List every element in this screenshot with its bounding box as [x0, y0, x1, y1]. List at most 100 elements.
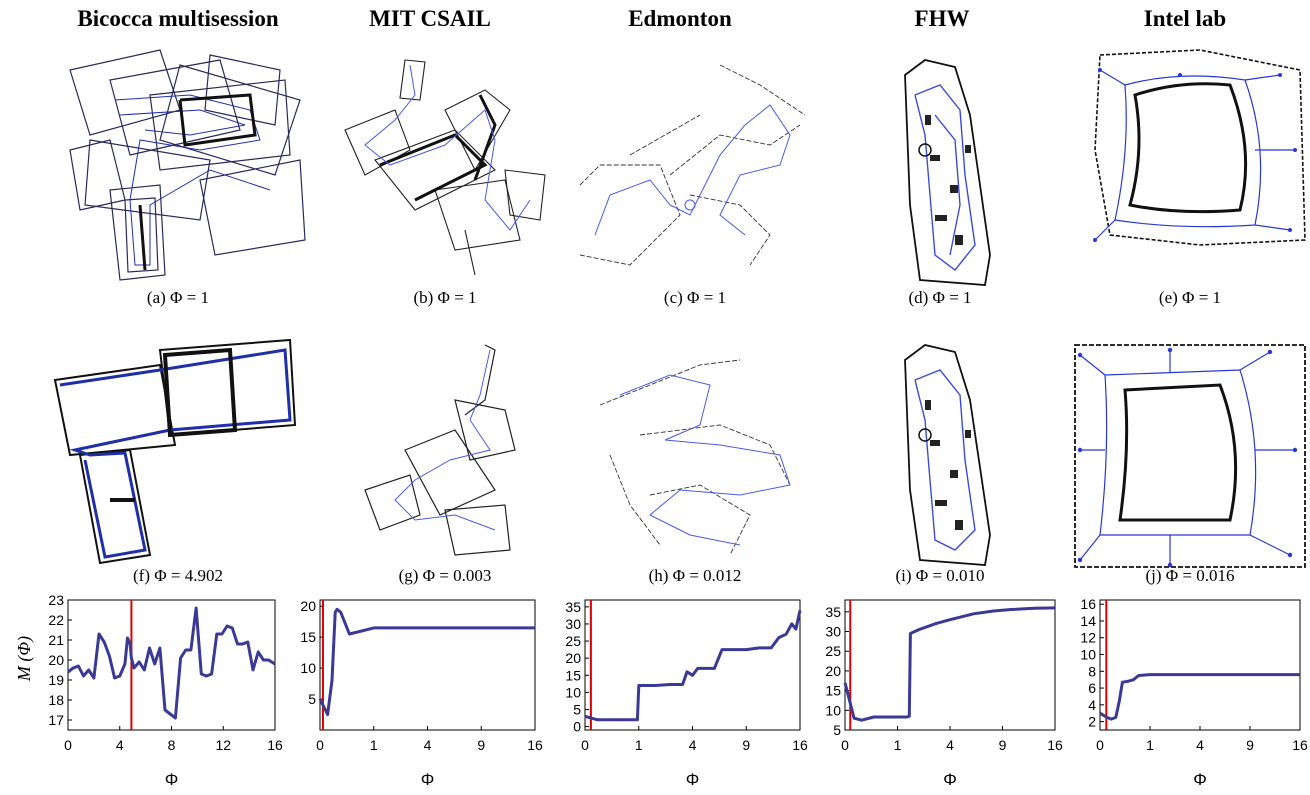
- plot-bicocca: 17 18 19 20 21 22 23 0 4 8 12 16 Φ: [48, 592, 283, 789]
- plot-fhw: 5 10 15 20 25 30 35 0 1 4 9 16 Φ: [825, 599, 1063, 789]
- x-tick-label: 16: [1047, 737, 1063, 753]
- y-tick-label: 25: [565, 633, 581, 649]
- map-intel-optimized: [1074, 344, 1306, 568]
- x-tick-label: 16: [792, 737, 808, 753]
- column-title-mit: MIT CSAIL: [369, 6, 491, 31]
- y-tick-label: 21: [48, 632, 64, 648]
- y-tick-label: 4: [1088, 697, 1096, 713]
- x-tick-label: 0: [316, 737, 324, 753]
- y-tick-label: 14: [1080, 613, 1096, 629]
- plot-mit: 5 10 15 20 0 1 4 9 16 Φ: [300, 598, 543, 789]
- x-tick-label: 0: [64, 737, 72, 753]
- y-tick-label: 19: [48, 672, 64, 688]
- x-axis-label: Φ: [943, 770, 957, 789]
- map-mit-phi1: [344, 59, 546, 276]
- x-tick-label: 1: [1146, 737, 1154, 753]
- x-tick-label: 9: [477, 737, 485, 753]
- x-axis-label: Φ: [686, 770, 700, 789]
- map-edmonton-phi1: [579, 64, 806, 266]
- x-tick-label: 1: [635, 737, 643, 753]
- column-title-edmonton: Edmonton: [628, 6, 732, 31]
- y-tick-label: 10: [565, 684, 581, 700]
- x-tick-label: 16: [267, 737, 283, 753]
- y-tick-label: 0: [573, 719, 581, 735]
- y-tick-label: 15: [565, 667, 581, 683]
- y-tick-label: 15: [825, 683, 841, 699]
- caption-g: (g) Φ = 0.003: [398, 566, 492, 585]
- x-tick-label: 9: [742, 737, 750, 753]
- y-tick-label: 10: [825, 702, 841, 718]
- caption-c: (c) Φ = 1: [663, 288, 727, 307]
- caption-h: (h) Φ = 0.012: [648, 566, 742, 585]
- y-tick-label: 35: [565, 599, 581, 615]
- y-tick-label: 5: [833, 722, 841, 738]
- y-tick-label: 20: [565, 650, 581, 666]
- x-tick-label: 1: [370, 737, 378, 753]
- x-tick-label: 0: [1096, 737, 1104, 753]
- y-tick-label: 16: [1080, 596, 1096, 612]
- y-tick-label: 8: [1088, 663, 1096, 679]
- caption-j: (j) Φ = 0.016: [1145, 566, 1235, 585]
- x-tick-label: 0: [841, 737, 849, 753]
- plot-frame: [319, 599, 536, 731]
- y-tick-label: 20: [48, 652, 64, 668]
- y-tick-label: 15: [300, 629, 316, 645]
- map-fhw-optimized: [904, 344, 991, 566]
- map-bicocca-optimized: [53, 338, 297, 565]
- x-tick-label: 9: [999, 737, 1007, 753]
- x-tick-label: 4: [424, 737, 432, 753]
- series-line: [1099, 673, 1300, 721]
- series-line: [67, 606, 276, 720]
- y-tick-label: 10: [1080, 647, 1096, 663]
- x-tick-label: 16: [1292, 737, 1308, 753]
- y-tick-label: 22: [48, 612, 64, 628]
- x-axis-label: Φ: [1193, 770, 1207, 789]
- y-tick-label: 23: [48, 592, 64, 608]
- x-axis-label: Φ: [165, 770, 179, 789]
- x-tick-label: 4: [946, 737, 954, 753]
- caption-i: (i) Φ = 0.010: [895, 566, 985, 585]
- y-tick-label: 18: [48, 692, 64, 708]
- x-axis-label: Φ: [421, 770, 435, 789]
- column-title-bicocca: Bicocca multisession: [77, 6, 279, 31]
- x-tick-label: 4: [116, 737, 124, 753]
- map-bicocca-phi1: [69, 49, 306, 281]
- y-tick-label: 20: [825, 663, 841, 679]
- caption-d: (d) Φ = 1: [908, 288, 972, 307]
- x-tick-label: 1: [894, 737, 902, 753]
- x-tick-label: 4: [1196, 737, 1204, 753]
- map-fhw-phi1: [904, 59, 991, 286]
- y-tick-label: 5: [573, 701, 581, 717]
- series-line: [584, 609, 802, 722]
- y-tick-label: 10: [300, 660, 316, 676]
- x-tick-label: 9: [1246, 737, 1254, 753]
- x-tick-label: 12: [215, 737, 231, 753]
- series-line: [318, 607, 535, 716]
- y-tick-label: 17: [48, 712, 64, 728]
- x-tick-label: 8: [168, 737, 176, 753]
- y-tick-label: 5: [308, 691, 316, 707]
- y-tick-label: 25: [825, 643, 841, 659]
- y-tick-label: 30: [825, 624, 841, 640]
- caption-e: (e) Φ = 1: [1158, 288, 1222, 307]
- column-title-fhw: FHW: [914, 6, 970, 31]
- plot-frame: [1099, 599, 1301, 731]
- y-tick-label: 35: [825, 604, 841, 620]
- x-tick-label: 4: [689, 737, 697, 753]
- column-title-intel: Intel lab: [1143, 6, 1227, 31]
- caption-f: (f) Φ = 4.902: [133, 566, 223, 585]
- y-tick-label: 20: [300, 598, 316, 614]
- plot-frame: [67, 599, 276, 731]
- series-line: [843, 606, 1056, 722]
- y-tick-label: 12: [1080, 630, 1096, 646]
- plot-frame: [584, 599, 801, 731]
- y-tick-label: 6: [1088, 680, 1096, 696]
- caption-b: (b) Φ = 1: [413, 288, 477, 307]
- caption-a: (a) Φ = 1: [146, 288, 210, 307]
- map-edmonton-optimized: [599, 359, 791, 556]
- x-tick-label: 16: [527, 737, 543, 753]
- map-intel-phi1: [1093, 49, 1306, 246]
- map-mit-optimized: [364, 344, 516, 556]
